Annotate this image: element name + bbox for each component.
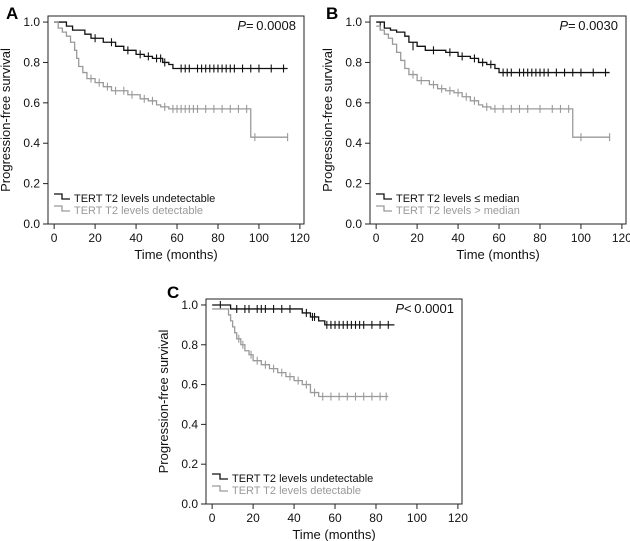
- y-tick-label: 0.6: [23, 96, 40, 110]
- legend-swatch: [212, 473, 228, 480]
- x-tick-label: 80: [533, 231, 547, 245]
- y-tick-label: 0.4: [23, 136, 40, 150]
- km-curve-series-2: [54, 21, 288, 138]
- x-tick-label: 0: [209, 511, 216, 525]
- y-axis-label: Progression-free survival: [0, 48, 13, 192]
- panel-label: A: [6, 4, 18, 23]
- x-tick-label: 0: [373, 231, 380, 245]
- x-tick-label: 40: [451, 231, 465, 245]
- y-tick-label: 0.4: [345, 136, 362, 150]
- y-tick-label: 0.2: [23, 177, 40, 191]
- y-axis-label: Progression-free survival: [156, 330, 171, 474]
- y-tick-label: 0.2: [181, 457, 198, 471]
- y-tick-label: 0.0: [181, 497, 198, 511]
- y-tick-label: 0.6: [345, 96, 362, 110]
- km-curve-series-1: [376, 21, 610, 74]
- x-tick-label: 60: [170, 231, 184, 245]
- x-tick-label: 120: [290, 231, 310, 245]
- x-tick-label: 100: [571, 231, 591, 245]
- y-tick-label: 0.0: [345, 217, 362, 231]
- legend-label: TERT T2 levels > median: [396, 205, 520, 217]
- y-tick-label: 1.0: [181, 298, 198, 312]
- km-curve-series-1: [54, 21, 288, 70]
- km-curve-series-2: [376, 25, 610, 138]
- plot-frame: [47, 15, 305, 225]
- x-tick-label: 80: [211, 231, 225, 245]
- x-tick-label: 20: [88, 231, 102, 245]
- legend-swatch: [54, 205, 70, 212]
- y-tick-label: 0.8: [23, 55, 40, 69]
- legend-swatch: [212, 485, 228, 492]
- y-tick-label: 0.4: [181, 417, 198, 431]
- legend-swatch: [376, 193, 392, 200]
- y-tick-label: 1.0: [23, 15, 40, 29]
- x-tick-label: 20: [246, 511, 260, 525]
- x-tick-label: 40: [129, 231, 143, 245]
- p-value: P< 0.0001: [395, 301, 454, 316]
- chart-panel-a: 0 20 40 60 80 100 120 0.0 0.2 0.4 0.6 0.8 1.0 Time (m…: [0, 4, 310, 262]
- panel-label: C: [167, 283, 179, 302]
- legend-label: TERT T2 levels detectable: [74, 205, 203, 217]
- x-tick-label: 120: [612, 231, 630, 245]
- x-tick-label: 20: [410, 231, 424, 245]
- legend-label: TERT T2 levels detectable: [232, 485, 361, 497]
- x-tick-label: 0: [51, 231, 58, 245]
- plot-frame: [205, 298, 463, 505]
- chart-panel-b: 0 20 40 60 80 100 120 0.0 0.2 0.4 0.6 0.8 1.0 Time (m…: [320, 4, 630, 262]
- legend-label: TERT T2 levels undetectable: [74, 193, 215, 205]
- y-tick-label: 0.8: [181, 338, 198, 352]
- legend-swatch: [54, 193, 70, 200]
- x-tick-label: 100: [407, 511, 427, 525]
- x-tick-label: 40: [287, 511, 301, 525]
- y-tick-label: 0.6: [181, 378, 198, 392]
- legend-label: TERT T2 levels undetectable: [232, 473, 373, 485]
- km-curve-series-1: [212, 304, 395, 326]
- chart-panel-c: 0 20 40 60 80 100 120 0.0 0.2 0.4 0.6 0.8 1.0 Time (m…: [156, 283, 468, 541]
- x-axis-label: Time (months): [456, 247, 539, 262]
- y-axis-label: Progression-free survival: [320, 48, 335, 192]
- y-tick-label: 1.0: [345, 15, 362, 29]
- x-axis-label: Time (months): [292, 527, 375, 541]
- y-tick-label: 0.2: [345, 177, 362, 191]
- y-tick-label: 0.8: [345, 55, 362, 69]
- x-tick-label: 80: [369, 511, 383, 525]
- x-tick-label: 60: [492, 231, 506, 245]
- p-value: P= 0.0030: [559, 18, 618, 33]
- plot-frame: [369, 15, 627, 225]
- panel-label: B: [326, 4, 338, 23]
- km-curve-series-2: [212, 308, 389, 398]
- x-tick-label: 100: [249, 231, 269, 245]
- x-tick-label: 120: [448, 511, 468, 525]
- p-value: P= 0.0008: [237, 18, 296, 33]
- x-axis-label: Time (months): [134, 247, 217, 262]
- legend-label: TERT T2 levels ≤ median: [396, 193, 519, 205]
- x-tick-label: 60: [328, 511, 342, 525]
- legend-swatch: [376, 205, 392, 212]
- y-tick-label: 0.0: [23, 217, 40, 231]
